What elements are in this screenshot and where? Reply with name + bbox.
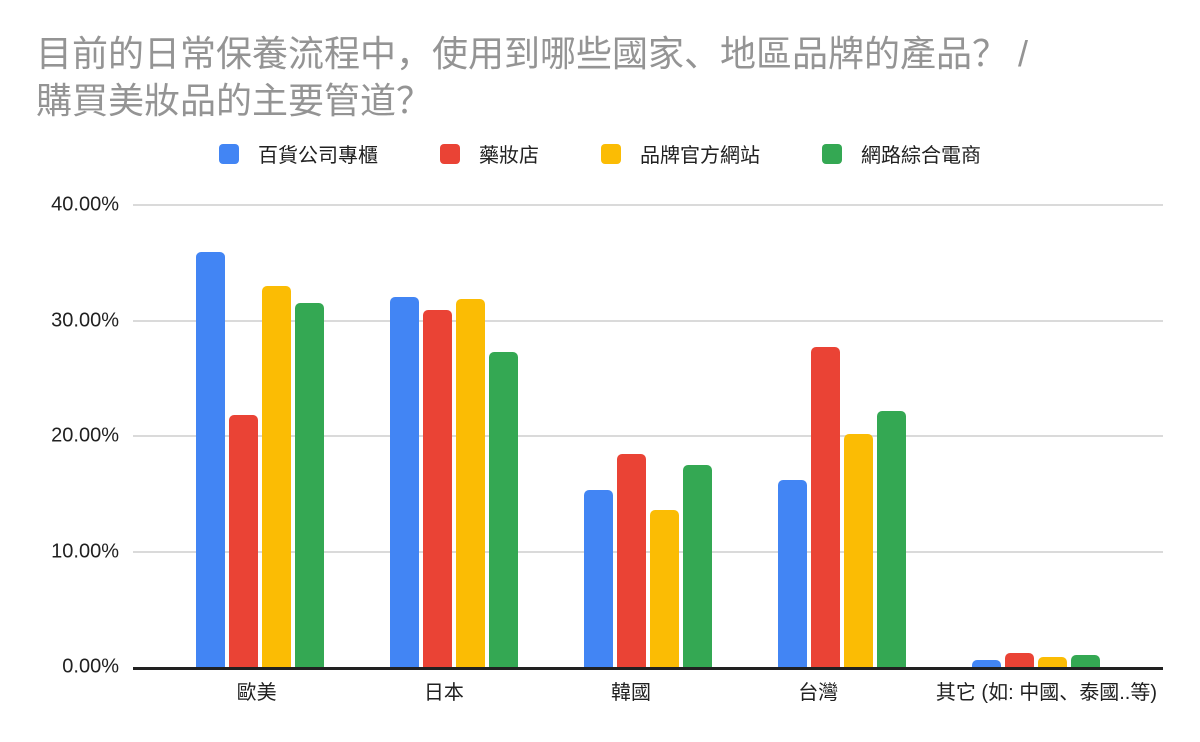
chart-title: 目前的日常保養流程中，使用到哪些國家、地區品牌的產品？ / 購買美妝品的主要管道… [36,30,1028,124]
bar-group-europe-america [163,205,357,667]
chart-title-line-1: 目前的日常保養流程中，使用到哪些國家、地區品牌的產品？ / [36,33,1029,74]
y-tick-label: 20.00% [51,424,119,447]
y-tick-label: 30.00% [51,309,119,331]
bar-group-korea [551,205,745,667]
x-label-europe-america: 歐美 [236,682,277,704]
legend-label: 藥妝店 [479,145,539,167]
legend-item-brand-official-website: 品牌官方網站 [601,139,760,168]
legend-swatch [219,143,239,164]
x-axis-labels: 歐美 日本 韓國 台灣 其它 (如: 中國、泰國..等) [133,676,1163,705]
bar-department-store-counter-korea [584,490,613,667]
x-label-taiwan: 台灣 [798,682,839,704]
bar-drugstore-korea [617,454,646,667]
x-label-other: 其它 (如: 中國、泰國..等) [935,682,1157,704]
bar-drugstore-other [1005,653,1034,667]
gridline [133,204,1163,206]
bar-drugstore-taiwan [811,347,840,667]
legend-label: 品牌官方網站 [640,145,760,167]
chart-title-line-2: 購買美妝品的主要管道？ [36,80,433,121]
legend: 百貨公司專櫃 藥妝店 品牌官方網站 網路綜合電商 [0,139,1200,168]
legend-item-online-marketplace: 網路綜合電商 [822,139,981,168]
bar-department-store-counter-europe-america [196,252,225,667]
y-axis-labels: 40.00% 30.00% 20.00% 10.00% 0.00% [0,194,119,678]
bar-online-marketplace-europe-america [295,303,324,667]
bar-online-marketplace-taiwan [877,410,906,667]
y-tick-label: 0.00% [62,655,119,678]
bar-online-marketplace-korea [683,464,712,667]
bar-drugstore-europe-america [229,415,258,667]
bar-brand-official-website-europe-america [262,285,291,667]
bar-department-store-counter-japan [390,297,419,667]
bar-brand-official-website-japan [456,298,485,667]
gridline [133,435,1163,437]
legend-item-department-store-counter: 百貨公司專櫃 [219,139,378,168]
legend-item-drugstore: 藥妝店 [440,139,539,168]
bar-group-taiwan [745,205,939,667]
bar-brand-official-website-taiwan [844,433,873,667]
gridline [133,319,1163,322]
bar-online-marketplace-other [1071,655,1100,667]
bar-group-japan [357,205,551,667]
plot-area [133,204,1163,670]
bar-brand-official-website-korea [650,509,679,667]
legend-swatch [440,143,460,164]
bar-group-other [939,205,1133,667]
bar-department-store-counter-other [972,660,1001,667]
legend-swatch [822,143,842,164]
bar-brand-official-website-other [1038,656,1067,667]
bar-groups [133,205,1163,667]
y-tick-label: 10.00% [51,540,119,562]
bar-department-store-counter-taiwan [778,479,807,667]
legend-swatch [601,143,621,164]
x-label-japan: 日本 [423,682,464,704]
legend-label: 網路綜合電商 [861,145,981,167]
bar-drugstore-japan [423,310,452,667]
x-label-korea: 韓國 [611,682,652,704]
legend-label: 百貨公司專櫃 [258,145,378,167]
gridline [133,550,1163,553]
y-tick-label: 40.00% [51,193,119,216]
bar-online-marketplace-japan [489,351,518,667]
